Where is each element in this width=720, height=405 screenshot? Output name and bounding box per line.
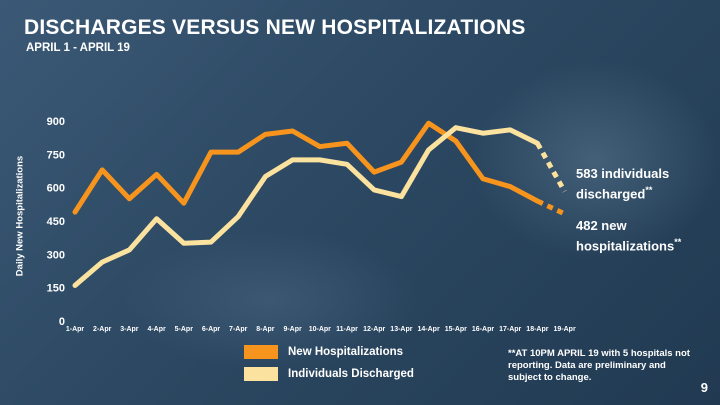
date-range-subtitle: APRIL 1 - APRIL 19 [26, 42, 130, 54]
discharged-annotation: 583 individuals discharged** [576, 166, 669, 202]
y-tick-label: 750 [47, 149, 65, 161]
footnote-mark: ** [645, 185, 653, 195]
footnote: **AT 10PM APRIL 19 with 5 hospitals not … [508, 348, 690, 383]
y-tick-label: 900 [47, 116, 65, 128]
y-tick-label: 450 [47, 216, 65, 228]
page-number: 9 [700, 380, 708, 395]
y-tick-label: 0 [59, 316, 65, 328]
legend-label: New Hospitalizations [288, 346, 404, 358]
new-hospitalizations-annotation: 482 new hospitalizations** [576, 218, 681, 254]
x-tick-label: 11-Apr [336, 326, 358, 333]
legend-item-new-hospitalizations: New Hospitalizations [244, 345, 414, 359]
discharged-annotation-line2: discharged** [576, 182, 669, 202]
new-annotation-text: hospitalizations [576, 238, 675, 254]
series-line-1 [72, 125, 540, 288]
new-annotation-line1: 482 new [576, 218, 627, 233]
legend-swatch-new-hospitalizations [244, 345, 278, 359]
x-tick-label: 4-Apr [147, 326, 166, 333]
x-tick-label: 3-Apr [120, 326, 139, 333]
discharged-annotation-text: discharged [576, 186, 646, 202]
x-tick-label: 6-Apr [202, 326, 221, 333]
x-tick-label: 19-Apr [554, 326, 576, 333]
x-tick-label: 1-Apr [66, 326, 85, 333]
x-tick-label: 17-Apr [499, 326, 521, 333]
background-glow [470, 60, 720, 260]
series-preliminary-segment-0 [536, 198, 566, 217]
legend-label: Individuals Discharged [288, 368, 414, 380]
footnote-mark: ** [674, 237, 682, 247]
legend-swatch-individuals-discharged [244, 367, 278, 381]
x-tick-label: 7-Apr [229, 326, 248, 333]
series-preliminary-segment-1 [535, 141, 567, 193]
series-line-0 [72, 120, 540, 215]
x-tick-label: 10-Apr [309, 326, 331, 333]
x-tick-label: 8-Apr [256, 326, 275, 333]
x-tick-label: 13-Apr [390, 326, 412, 333]
x-tick-label: 14-Apr [418, 326, 440, 333]
new-annotation-line2: hospitalizations** [576, 234, 681, 254]
page-title: DISCHARGES VERSUS NEW HOSPITALIZATIONS [24, 16, 526, 39]
x-tick-label: 16-Apr [472, 326, 494, 333]
discharged-annotation-line1: 583 individuals [576, 166, 670, 181]
y-tick-label: 600 [47, 183, 65, 195]
x-tick-label: 12-Apr [363, 326, 385, 333]
legend-item-individuals-discharged: Individuals Discharged [244, 367, 414, 381]
chart-legend: New Hospitalizations Individuals Dischar… [244, 345, 414, 389]
y-tick-label: 150 [47, 283, 65, 295]
x-tick-label: 5-Apr [175, 326, 194, 333]
x-tick-label: 18-Apr [526, 326, 548, 333]
y-tick-label: 300 [47, 249, 65, 261]
x-tick-label: 2-Apr [93, 326, 112, 333]
x-tick-label: 15-Apr [445, 326, 467, 333]
x-tick-label: 9-Apr [283, 326, 302, 333]
